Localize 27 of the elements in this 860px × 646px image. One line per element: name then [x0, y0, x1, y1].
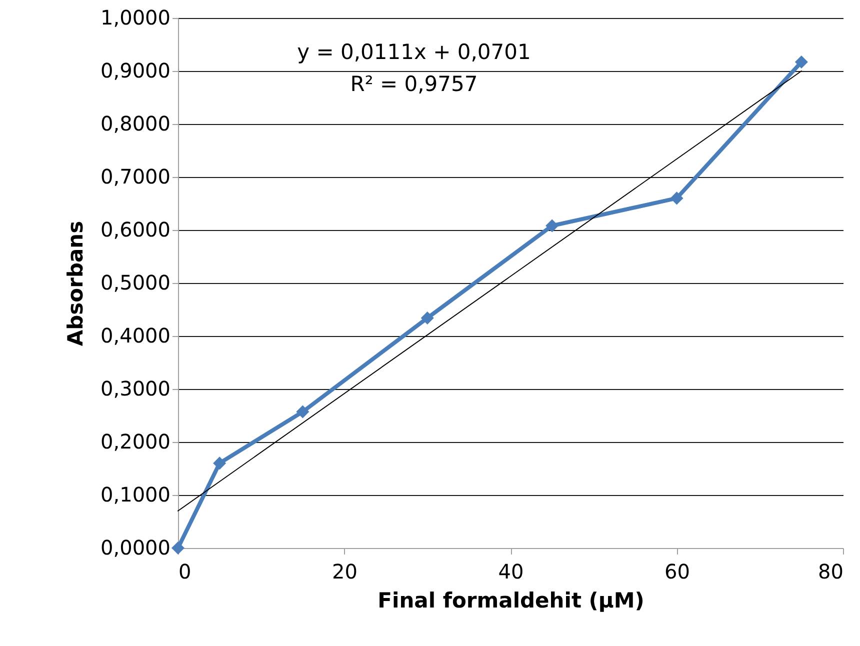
point: [171, 541, 185, 555]
x-tick-label: 60: [664, 560, 690, 584]
x-axis-title: Final formaldehit (µM): [378, 588, 644, 612]
x-tick-label: 20: [332, 560, 358, 584]
point: [670, 192, 684, 205]
y-tick-label: 0,1000: [100, 482, 170, 506]
point: [420, 311, 434, 324]
y-tick-label: 0,0000: [100, 536, 170, 560]
point: [794, 55, 808, 69]
y-tick-label: 0,5000: [100, 270, 170, 294]
y-tick-label: 0,3000: [100, 376, 170, 400]
y-tick-label: 0,8000: [100, 112, 170, 136]
y-tick-label: 0,7000: [100, 164, 170, 188]
x-tick-label: 0: [178, 560, 192, 584]
x-tick-label: 80: [818, 560, 844, 584]
y-tick-label: 1,0000: [100, 6, 170, 30]
point: [546, 219, 559, 232]
point: [213, 456, 226, 470]
y-tick-label: 0,2000: [100, 430, 170, 454]
y-axis-title: Absorbans: [64, 220, 88, 346]
y-tick-label: 0,9000: [100, 58, 170, 82]
annotation: y = 0,0111x + 0,0701: [297, 40, 531, 64]
y-tick-label: 0,6000: [100, 218, 170, 242]
point: [296, 405, 310, 418]
y-tick-label: 0,4000: [100, 324, 170, 348]
x-tick-label: 40: [498, 560, 524, 584]
annotation: R² = 0,9757: [350, 72, 478, 96]
